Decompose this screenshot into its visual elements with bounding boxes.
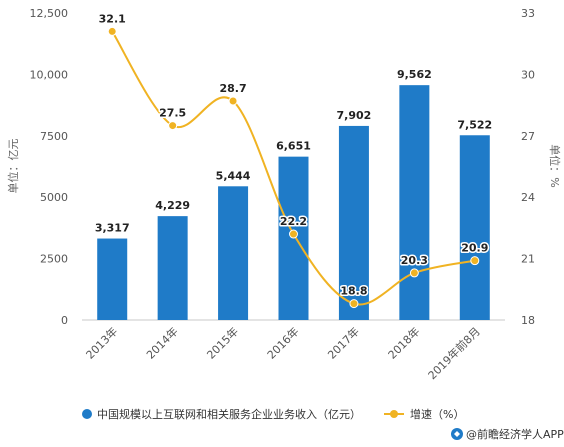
left-tick-label: 5000	[40, 191, 68, 204]
x-tick-label: 2016年	[264, 324, 301, 361]
legend-bar-label: 中国规模以上互联网和相关服务企业业务收入（亿元）	[97, 407, 361, 421]
bar	[157, 216, 188, 320]
growth-value-label: 18.8	[340, 285, 367, 298]
growth-point	[168, 121, 178, 131]
bar-value-label: 5,444	[216, 169, 251, 182]
x-tick-label: 2017年	[325, 324, 362, 361]
bar-value-label: 6,651	[276, 140, 311, 153]
growth-point	[228, 96, 238, 106]
x-axis-ticks: 2013年 2014年 2015年 2016年 2017年 2018年 2019年前8月	[83, 324, 483, 382]
bar	[399, 85, 430, 320]
bar-value-label: 7,522	[457, 118, 492, 131]
bar-value-label: 4,229	[155, 199, 190, 212]
legend-line-dot	[390, 410, 398, 418]
legend-line-label: 增速（%）	[410, 407, 464, 421]
right-tick-label: 21	[521, 253, 535, 266]
growth-point	[289, 229, 298, 239]
growth-point	[107, 26, 117, 36]
bar	[338, 125, 369, 320]
growth-rate-labels: 32.1 27.5 28.7 22.2 18.8 20.3 20.9	[97, 11, 490, 299]
growth-value-label: 20.9	[461, 242, 488, 255]
bar	[97, 238, 128, 320]
bar-value-label: 9,562	[397, 68, 432, 81]
growth-value-label: 27.5	[159, 107, 186, 120]
source-attribution: @前瞻经济学人APP	[451, 427, 564, 441]
bar-series	[97, 85, 490, 320]
x-tick-label: 2015年	[204, 324, 241, 361]
right-tick-label: 27	[521, 130, 535, 143]
growth-value-label: 22.2	[280, 215, 307, 228]
growth-point	[349, 299, 359, 309]
left-tick-label: 10,000	[30, 68, 69, 81]
x-tick-label: 2018年	[385, 324, 422, 361]
left-tick-label: 12,500	[30, 7, 69, 20]
legend-bar-marker	[82, 409, 92, 419]
bar	[459, 135, 490, 320]
bar-value-label: 7,902	[337, 109, 372, 122]
right-tick-label: 24	[521, 191, 535, 204]
bar-value-labels: 3,317 4,229 5,444 6,651 7,902 9,562 7,522	[95, 68, 492, 234]
source-logo-icon	[451, 428, 463, 440]
left-axis-ticks: 0 2500 5000 7500 10,000 12,500	[30, 7, 69, 327]
bar-value-label: 3,317	[95, 222, 130, 235]
left-tick-label: 2500	[40, 253, 68, 266]
right-axis-ticks: 18 21 24 27 30 33	[521, 7, 535, 327]
x-tick-label: 2014年	[143, 324, 180, 361]
legend: 中国规模以上互联网和相关服务企业业务收入（亿元） 增速（%）	[82, 407, 464, 421]
growth-value-label: 32.1	[99, 12, 126, 25]
source-label: @前瞻经济学人APP	[466, 427, 564, 441]
left-axis-title: 单位：亿元	[6, 139, 20, 194]
growth-rate-points	[107, 26, 480, 309]
right-tick-label: 30	[521, 68, 535, 81]
growth-point	[409, 268, 419, 278]
right-tick-label: 18	[521, 314, 535, 327]
right-axis-title: 单位：%	[548, 144, 562, 187]
growth-value-label: 20.3	[401, 254, 428, 267]
left-tick-label: 0	[61, 314, 68, 327]
growth-value-label: 28.7	[220, 82, 247, 95]
x-tick-label: 2013年	[83, 324, 120, 361]
growth-point	[470, 256, 480, 266]
bar	[218, 186, 249, 320]
right-tick-label: 33	[521, 7, 535, 20]
x-tick-label: 2019年前8月	[425, 324, 483, 382]
left-tick-label: 7500	[40, 130, 68, 143]
